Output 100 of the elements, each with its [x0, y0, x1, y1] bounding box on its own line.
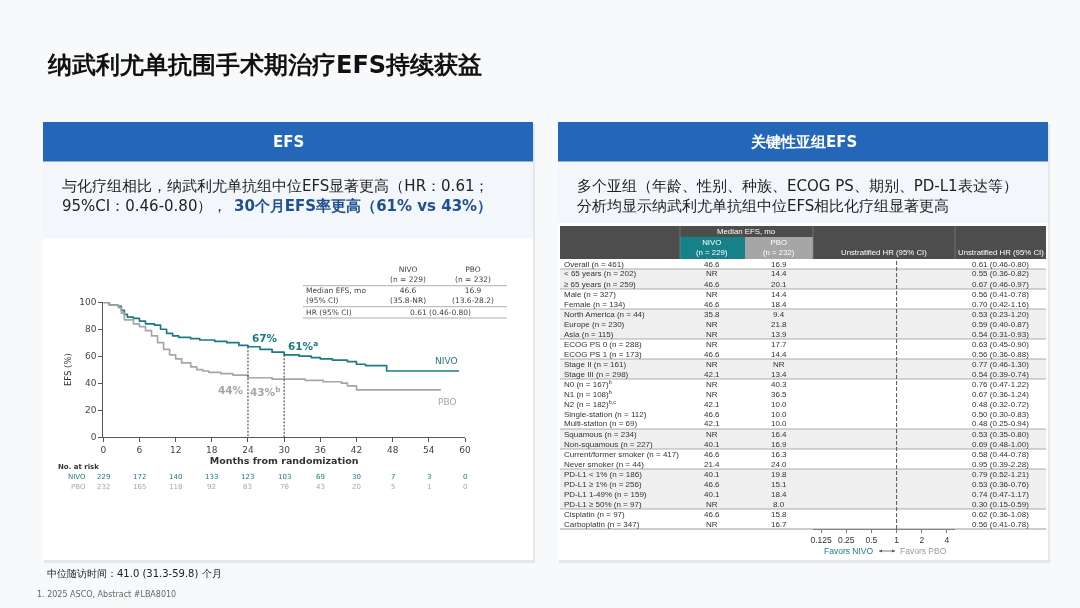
text: 0.56 (0.36-0.88) [972, 350, 1029, 359]
text: 19.8 [771, 470, 787, 479]
text: Favors PBO [900, 546, 947, 556]
text: NR [706, 340, 718, 349]
x-tick-label: 6 [136, 444, 143, 455]
category-label: ECOG PS 0 (n = 288) [564, 340, 642, 349]
text: 0.76 (0.47-1.22) [972, 380, 1029, 389]
text: 0.50 (0.30-0.83) [972, 410, 1029, 419]
category-label: ≥ 65 years (n = 259) [564, 280, 636, 289]
category-label: Europe (n = 230) [564, 320, 625, 329]
chart-title: EFS [273, 133, 305, 151]
category-label: Carboplatin (n = 347) [564, 520, 640, 529]
x-tick-label: 0 [100, 444, 107, 455]
text: 8.0 [773, 500, 785, 509]
text: 0.53 (0.23-1.20) [972, 310, 1029, 319]
category-label: Overall (n = 461) [564, 260, 624, 269]
text: 关键性亚组EFS [750, 133, 858, 151]
text: NR [706, 380, 718, 389]
text: 14.4 [771, 290, 787, 299]
annotation: 43%$^{b}$ [250, 385, 281, 399]
text: 46.6 [704, 510, 720, 519]
x-tick-label: 48 [386, 444, 399, 455]
annotation: 61%$^{a}$ [288, 339, 319, 353]
category-label: Non-squamous (n = 227) [564, 440, 653, 449]
text: 21.8 [771, 320, 787, 329]
category-label: Male (n = 327) [564, 290, 616, 299]
x-tick-label: 1 [894, 535, 900, 546]
text: 15.1 [771, 480, 787, 489]
series-label: NIVO [435, 356, 458, 366]
text: 9.4 [773, 310, 785, 319]
text: NR [706, 500, 718, 509]
text: 0.74 (0.47-1.17) [972, 490, 1029, 499]
text: 0.77 (0.46-1.30) [972, 360, 1029, 369]
y-tick-label: 80 [85, 324, 97, 335]
category-label: Current/former smoker (n = 417) [564, 450, 679, 459]
x-tick-label: 0.125 [810, 535, 832, 546]
text: 18.4 [771, 300, 787, 309]
text: NR [706, 320, 718, 329]
text: 10.0 [771, 400, 787, 409]
text: 16.9 [771, 260, 787, 269]
x-tick-label: 12 [169, 444, 182, 455]
category-label: PD-L1 ≥ 50% (n = 97) [564, 500, 642, 509]
text: 46.6 [704, 410, 720, 419]
category-label: < 65 years (n = 202) [564, 269, 637, 278]
text: 40.1 [704, 490, 720, 499]
series-label: PBO [438, 397, 457, 407]
x-tick-label: 0.5 [865, 535, 878, 546]
annotation: 44% [218, 384, 244, 396]
text: 18.4 [771, 490, 787, 499]
x-tick-label: 60 [459, 444, 471, 455]
text: 10.0 [771, 419, 787, 428]
category-label: North America (n = 44) [564, 310, 645, 319]
text: 40.1 [704, 440, 720, 449]
text: 42.1 [704, 400, 720, 409]
text: 46.6 [704, 300, 720, 309]
text: 16.9 [771, 440, 787, 449]
text: 0.95 (0.39-2.28) [972, 460, 1029, 469]
text: 纳武利尤单抗围手术期治疗EFS持续获益 [47, 51, 483, 79]
x-tick-label: 54 [423, 444, 435, 455]
category-label: N1 (n = 108)$^{b}$ [564, 389, 612, 400]
category-label: Stage II (n = 161) [564, 360, 627, 369]
text: 46.6 [704, 480, 720, 489]
text: 0.69 (0.48-1.00) [972, 440, 1029, 449]
text: 13.4 [771, 370, 787, 379]
text: 40.3 [771, 380, 787, 389]
text: 46.6 [704, 260, 720, 269]
text: NR [706, 390, 718, 399]
text: 0.54 (0.31-0.93) [972, 330, 1029, 339]
category-label: Stage III (n = 298) [564, 370, 629, 379]
text: 21.4 [704, 460, 720, 469]
text: 0.55 (0.36-0.82) [972, 269, 1029, 278]
text: 16.7 [771, 520, 787, 529]
x-tick-label: 42 [350, 444, 363, 455]
category-label: Multi-station (n = 69) [564, 419, 638, 428]
text: NR [773, 360, 785, 369]
text: 0.79 (0.52-1.21) [972, 470, 1029, 479]
text: 中位随访时间：41.0 (31.3-59.8) 个月 [47, 568, 222, 579]
x-tick-label: 2 [919, 535, 925, 546]
text: 24.0 [771, 460, 787, 469]
x-tick-label: 24 [242, 444, 254, 455]
text: 0.48 (0.25-0.94) [972, 419, 1029, 428]
text: NR [706, 330, 718, 339]
text: 1. 2025 ASCO, Abstract #LBA8010 [37, 590, 177, 599]
text: 14.4 [771, 269, 787, 278]
text: 46.6 [704, 350, 720, 359]
text: 10.0 [771, 410, 787, 419]
text: 17.7 [771, 340, 787, 349]
text: 20.1 [771, 280, 787, 289]
text: Favors NIVO [824, 546, 874, 556]
text: 42.1 [704, 370, 720, 379]
text: 0.70 (0.42-1.16) [972, 300, 1029, 309]
category-label: Asia (n = 115) [564, 330, 614, 339]
text: 0.53 (0.36-0.76) [972, 480, 1029, 489]
text: 40.1 [704, 470, 720, 479]
text: 16.4 [771, 430, 787, 439]
text: 14.4 [771, 350, 787, 359]
text: 46.6 [704, 280, 720, 289]
category-label: ECOG PS 1 (n = 173) [564, 350, 642, 359]
text: 0.48 (0.32-0.72) [972, 400, 1029, 409]
y-tick-label: 60 [85, 351, 97, 362]
